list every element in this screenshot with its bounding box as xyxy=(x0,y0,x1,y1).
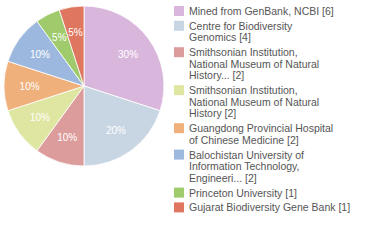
legend-label-line: Gujarat Biodiversity Gene Bank [1] xyxy=(189,201,350,213)
legend-label-line: History [2] xyxy=(189,107,236,119)
legend-label-line: Mined from GenBank, NCBI [6] xyxy=(189,5,334,17)
data-label: 10% xyxy=(57,132,77,143)
legend-swatch xyxy=(174,123,184,133)
legend-label-line: Genomics [4] xyxy=(189,31,251,43)
slice xyxy=(84,86,160,166)
legend-label-line: Smithsonian Institution, xyxy=(189,84,298,96)
pie xyxy=(4,6,164,166)
data-label: 30% xyxy=(118,49,138,60)
legend-label: Centre for BiodiversityGenomics [4] xyxy=(189,20,293,44)
data-label: 20% xyxy=(106,125,126,136)
legend-label: Smithsonian Institution,National Museum … xyxy=(189,84,319,119)
legend-label-line: Princeton University [1] xyxy=(189,187,297,199)
chart: 30%20%10%10%10%10%5%5%Mined from GenBank… xyxy=(0,0,380,240)
data-label: 5% xyxy=(68,27,83,38)
legend-swatch xyxy=(174,188,184,198)
legend-label: Smithsonian Institution,National Museum … xyxy=(189,46,319,81)
legend-label-line: Information Technology, xyxy=(189,160,300,172)
legend-label-line: Smithsonian Institution, xyxy=(189,46,298,58)
legend-label: Balochistan University ofInformation Tec… xyxy=(189,149,304,184)
data-label: 10% xyxy=(30,112,50,123)
legend-label-line: Engineeri... [2] xyxy=(189,172,257,184)
legend-swatch xyxy=(174,47,184,57)
legend: Mined from GenBank, NCBI [6] Centre for B… xyxy=(174,5,350,213)
legend-swatch xyxy=(174,21,184,31)
legend-label-line: National Museum of Natural xyxy=(189,96,319,108)
legend-swatch xyxy=(174,6,184,16)
legend-label-line: Balochistan University of xyxy=(189,149,304,161)
data-labels: 30%20%10%10%10%10%5%5% xyxy=(20,27,139,143)
legend-label-line: Guangdong Provincial Hospital xyxy=(189,122,333,134)
legend-label-line: National Museum of Natural xyxy=(189,58,319,70)
data-label: 10% xyxy=(30,49,50,60)
legend-swatch xyxy=(174,202,184,212)
legend-label: Guangdong Provincial Hospitalof Chinese … xyxy=(189,122,333,146)
legend-label-line: of Chinese Medicine [2] xyxy=(189,134,299,146)
data-label: 10% xyxy=(20,81,40,92)
legend-label: Princeton University [1] xyxy=(189,187,297,199)
legend-label-line: History... [2] xyxy=(189,69,244,81)
legend-label-line: Centre for Biodiversity xyxy=(189,20,293,32)
legend-label: Gujarat Biodiversity Gene Bank [1] xyxy=(189,201,350,213)
legend-swatch xyxy=(174,150,184,160)
slice xyxy=(59,6,84,86)
legend-swatch xyxy=(174,85,184,95)
legend-label: Mined from GenBank, NCBI [6] xyxy=(189,5,334,17)
data-label: 5% xyxy=(52,32,67,43)
